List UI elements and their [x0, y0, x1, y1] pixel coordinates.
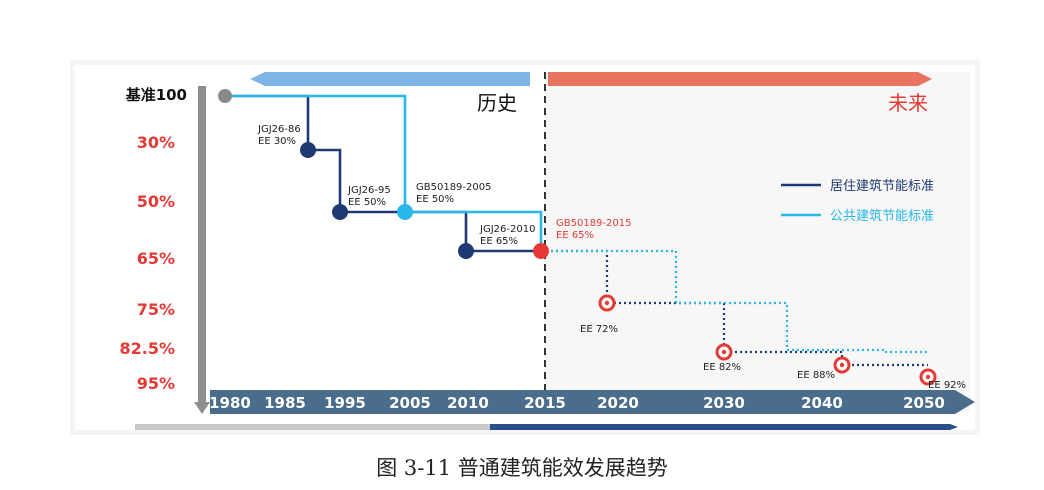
y-label: 65% — [137, 249, 175, 268]
x-tick-label: 1985 — [264, 394, 306, 412]
x-tick-label: 1980 — [209, 394, 251, 412]
x-tick-label: 2030 — [703, 394, 745, 412]
future-label: 未来 — [888, 91, 928, 115]
annotation-label: EE 30% — [258, 136, 296, 147]
x-tick-label: 2010 — [447, 394, 489, 412]
projected-series-line — [541, 249, 928, 354]
y-label: 30% — [137, 133, 175, 152]
x-tick-label: 2020 — [597, 394, 639, 412]
legend-label: 居住建筑节能标准 — [830, 178, 934, 194]
x-tick-label: 2050 — [903, 394, 945, 412]
annotation-label: EE 92% — [928, 380, 966, 391]
x-tick-label: 2040 — [801, 394, 843, 412]
x-axis-band: 1980 1985 1995 2005 2010 2015 2020 2030 2040 2050 — [135, 390, 975, 430]
x-axis-band — [210, 390, 975, 414]
y-label: 75% — [137, 300, 175, 319]
figure-caption: 图 3-11 普通建筑能效发展趋势 — [376, 456, 668, 480]
annotation-label: JGJ26-86 — [257, 124, 301, 135]
y-axis-bar — [198, 86, 206, 404]
annotation-label: JGJ26-2010 — [479, 224, 535, 235]
y-label: 50% — [137, 192, 175, 211]
target-marker-dot — [604, 300, 610, 306]
history-underline — [135, 424, 490, 430]
annotation-label: EE 88% — [797, 370, 835, 381]
target-marker-dot — [839, 362, 845, 368]
annotation-label: EE 82% — [703, 362, 741, 373]
annotation-label: EE 50% — [416, 194, 454, 205]
residential-marker — [300, 142, 316, 158]
annotation-label: JGJ26-95 — [347, 185, 391, 196]
series-markers — [218, 89, 937, 386]
annotation-label: GB50189-2005 — [416, 182, 491, 193]
timeline-arrows: 历史 未来 — [250, 72, 932, 115]
x-tick-label: 2005 — [389, 394, 431, 412]
annotation-label: EE 50% — [348, 197, 386, 208]
public-marker — [397, 204, 413, 220]
residential-marker — [332, 204, 348, 220]
y-label: 95% — [137, 374, 175, 393]
origin-marker — [218, 89, 232, 103]
x-tick-label: 2015 — [524, 394, 566, 412]
target-marker-dot — [925, 374, 931, 380]
y-label: 基准100 — [125, 86, 187, 104]
future-underline — [490, 424, 958, 430]
history-label: 历史 — [477, 91, 517, 115]
legend-label: 公共建筑节能标准 — [830, 208, 934, 224]
y-label: 82.5% — [119, 339, 175, 358]
future-area — [545, 72, 970, 412]
history-arrow — [250, 72, 530, 86]
y-axis: 基准100 30% 50% 65% 75% 82.5% 95% — [119, 86, 210, 414]
target-marker-dot — [721, 349, 727, 355]
x-tick-label: 1995 — [324, 394, 366, 412]
annotation-label: GB50189-2015 — [556, 218, 631, 229]
y-axis-arrowhead — [194, 402, 210, 414]
residential-marker — [458, 243, 474, 259]
current-marker — [533, 243, 549, 259]
annotation-label: EE 65% — [480, 236, 518, 247]
future-arrow — [548, 72, 932, 86]
annotation-label: EE 65% — [556, 230, 594, 241]
annotation-label: EE 72% — [580, 324, 618, 335]
